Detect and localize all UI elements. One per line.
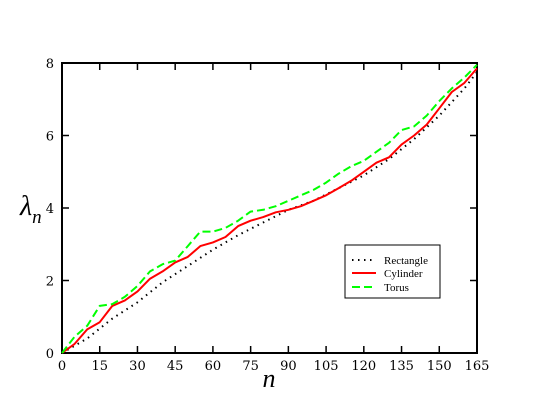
x-tick-label: 135 xyxy=(389,359,414,374)
y-axis-ticks: 0 2 4 6 8 xyxy=(46,57,477,362)
y-tick-label: 8 xyxy=(46,57,54,72)
x-tick-label: 0 xyxy=(58,359,66,374)
y-axis-title-main: λ xyxy=(19,191,32,222)
series-line-torus xyxy=(61,64,478,354)
x-tick-label: 150 xyxy=(427,359,452,374)
x-tick-label: 30 xyxy=(129,359,146,374)
y-tick-label: 4 xyxy=(46,202,54,217)
legend-label-rectangle: Rectangle xyxy=(384,255,428,267)
x-tick-label: 120 xyxy=(351,359,376,374)
legend-label-cylinder: Cylinder xyxy=(384,268,423,280)
x-tick-label: 15 xyxy=(91,359,108,374)
x-axis-title: n xyxy=(263,364,276,393)
legend: Rectangle Cylinder Torus xyxy=(344,244,441,299)
y-tick-label: 0 xyxy=(46,347,54,362)
y-axis-title-subscript: n xyxy=(32,207,42,228)
x-tick-label: 90 xyxy=(280,359,297,374)
x-tick-label: 75 xyxy=(242,359,259,374)
x-tick-label: 105 xyxy=(314,359,339,374)
y-tick-label: 2 xyxy=(46,275,54,290)
x-tick-label: 60 xyxy=(205,359,222,374)
x-tick-label: 165 xyxy=(465,359,490,374)
series-line-cylinder xyxy=(61,67,478,354)
series-group xyxy=(61,64,478,354)
y-axis-title: λn xyxy=(19,191,42,228)
x-axis-ticks: 0 15 30 45 60 75 90 105 120 135 150 165 xyxy=(58,63,490,374)
legend-box xyxy=(344,244,441,299)
legend-label-torus: Torus xyxy=(384,282,409,294)
y-tick-label: 6 xyxy=(46,130,54,145)
x-tick-label: 45 xyxy=(167,359,184,374)
series-line-rectangle xyxy=(61,71,478,354)
